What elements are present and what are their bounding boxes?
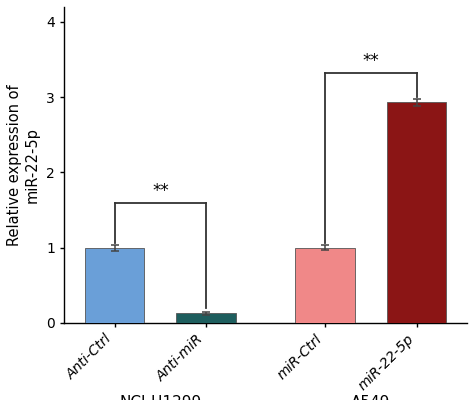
Text: A549: A549	[351, 395, 391, 400]
Bar	[176, 313, 236, 323]
Bar	[85, 248, 144, 323]
Text: **: **	[152, 182, 169, 200]
Bar	[295, 248, 355, 323]
Text: NCI-H1299: NCI-H1299	[119, 395, 201, 400]
Y-axis label: Relative expression of
miR-22-5p: Relative expression of miR-22-5p	[7, 84, 39, 246]
Text: **: **	[363, 52, 379, 70]
Bar	[387, 102, 447, 323]
